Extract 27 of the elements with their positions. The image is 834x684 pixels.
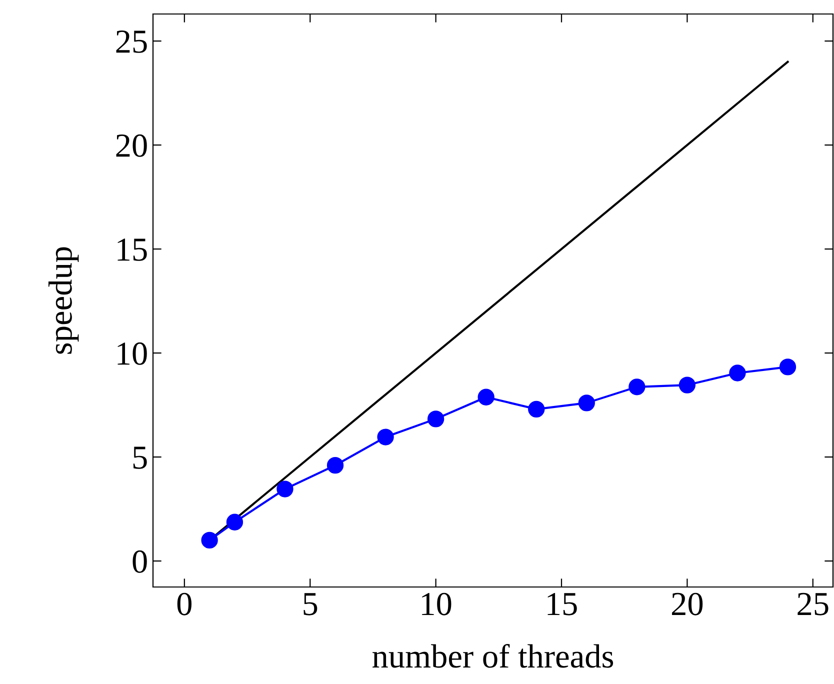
point — [628, 378, 646, 396]
x-tick-label: 15 — [548, 592, 577, 616]
point — [578, 394, 595, 412]
point — [201, 532, 218, 549]
x-tick-label: 25 — [798, 592, 828, 616]
point — [276, 480, 294, 498]
point — [729, 364, 746, 382]
point — [226, 514, 244, 530]
y-axis-title: speedup — [48, 247, 79, 354]
point — [678, 376, 696, 394]
x-tick-label: 20 — [672, 592, 703, 616]
point — [528, 400, 545, 418]
x-tick-label: 0 — [177, 592, 192, 616]
y-tick-label: 15 — [118, 238, 147, 261]
y-tick-label: 25 — [116, 30, 147, 53]
point — [779, 358, 796, 376]
point — [326, 456, 344, 474]
y-tick-label: 0 — [132, 550, 147, 573]
x-axis-title: number of threads — [372, 644, 614, 668]
y-tick-label: 10 — [118, 342, 147, 365]
point — [478, 388, 494, 406]
y-tick-label: 5 — [133, 446, 147, 469]
point — [427, 410, 444, 428]
x-tick-label: 5 — [304, 593, 318, 616]
point — [377, 428, 394, 446]
x-tick-label: 10 — [422, 592, 452, 616]
y-tick-label: 20 — [116, 134, 147, 157]
